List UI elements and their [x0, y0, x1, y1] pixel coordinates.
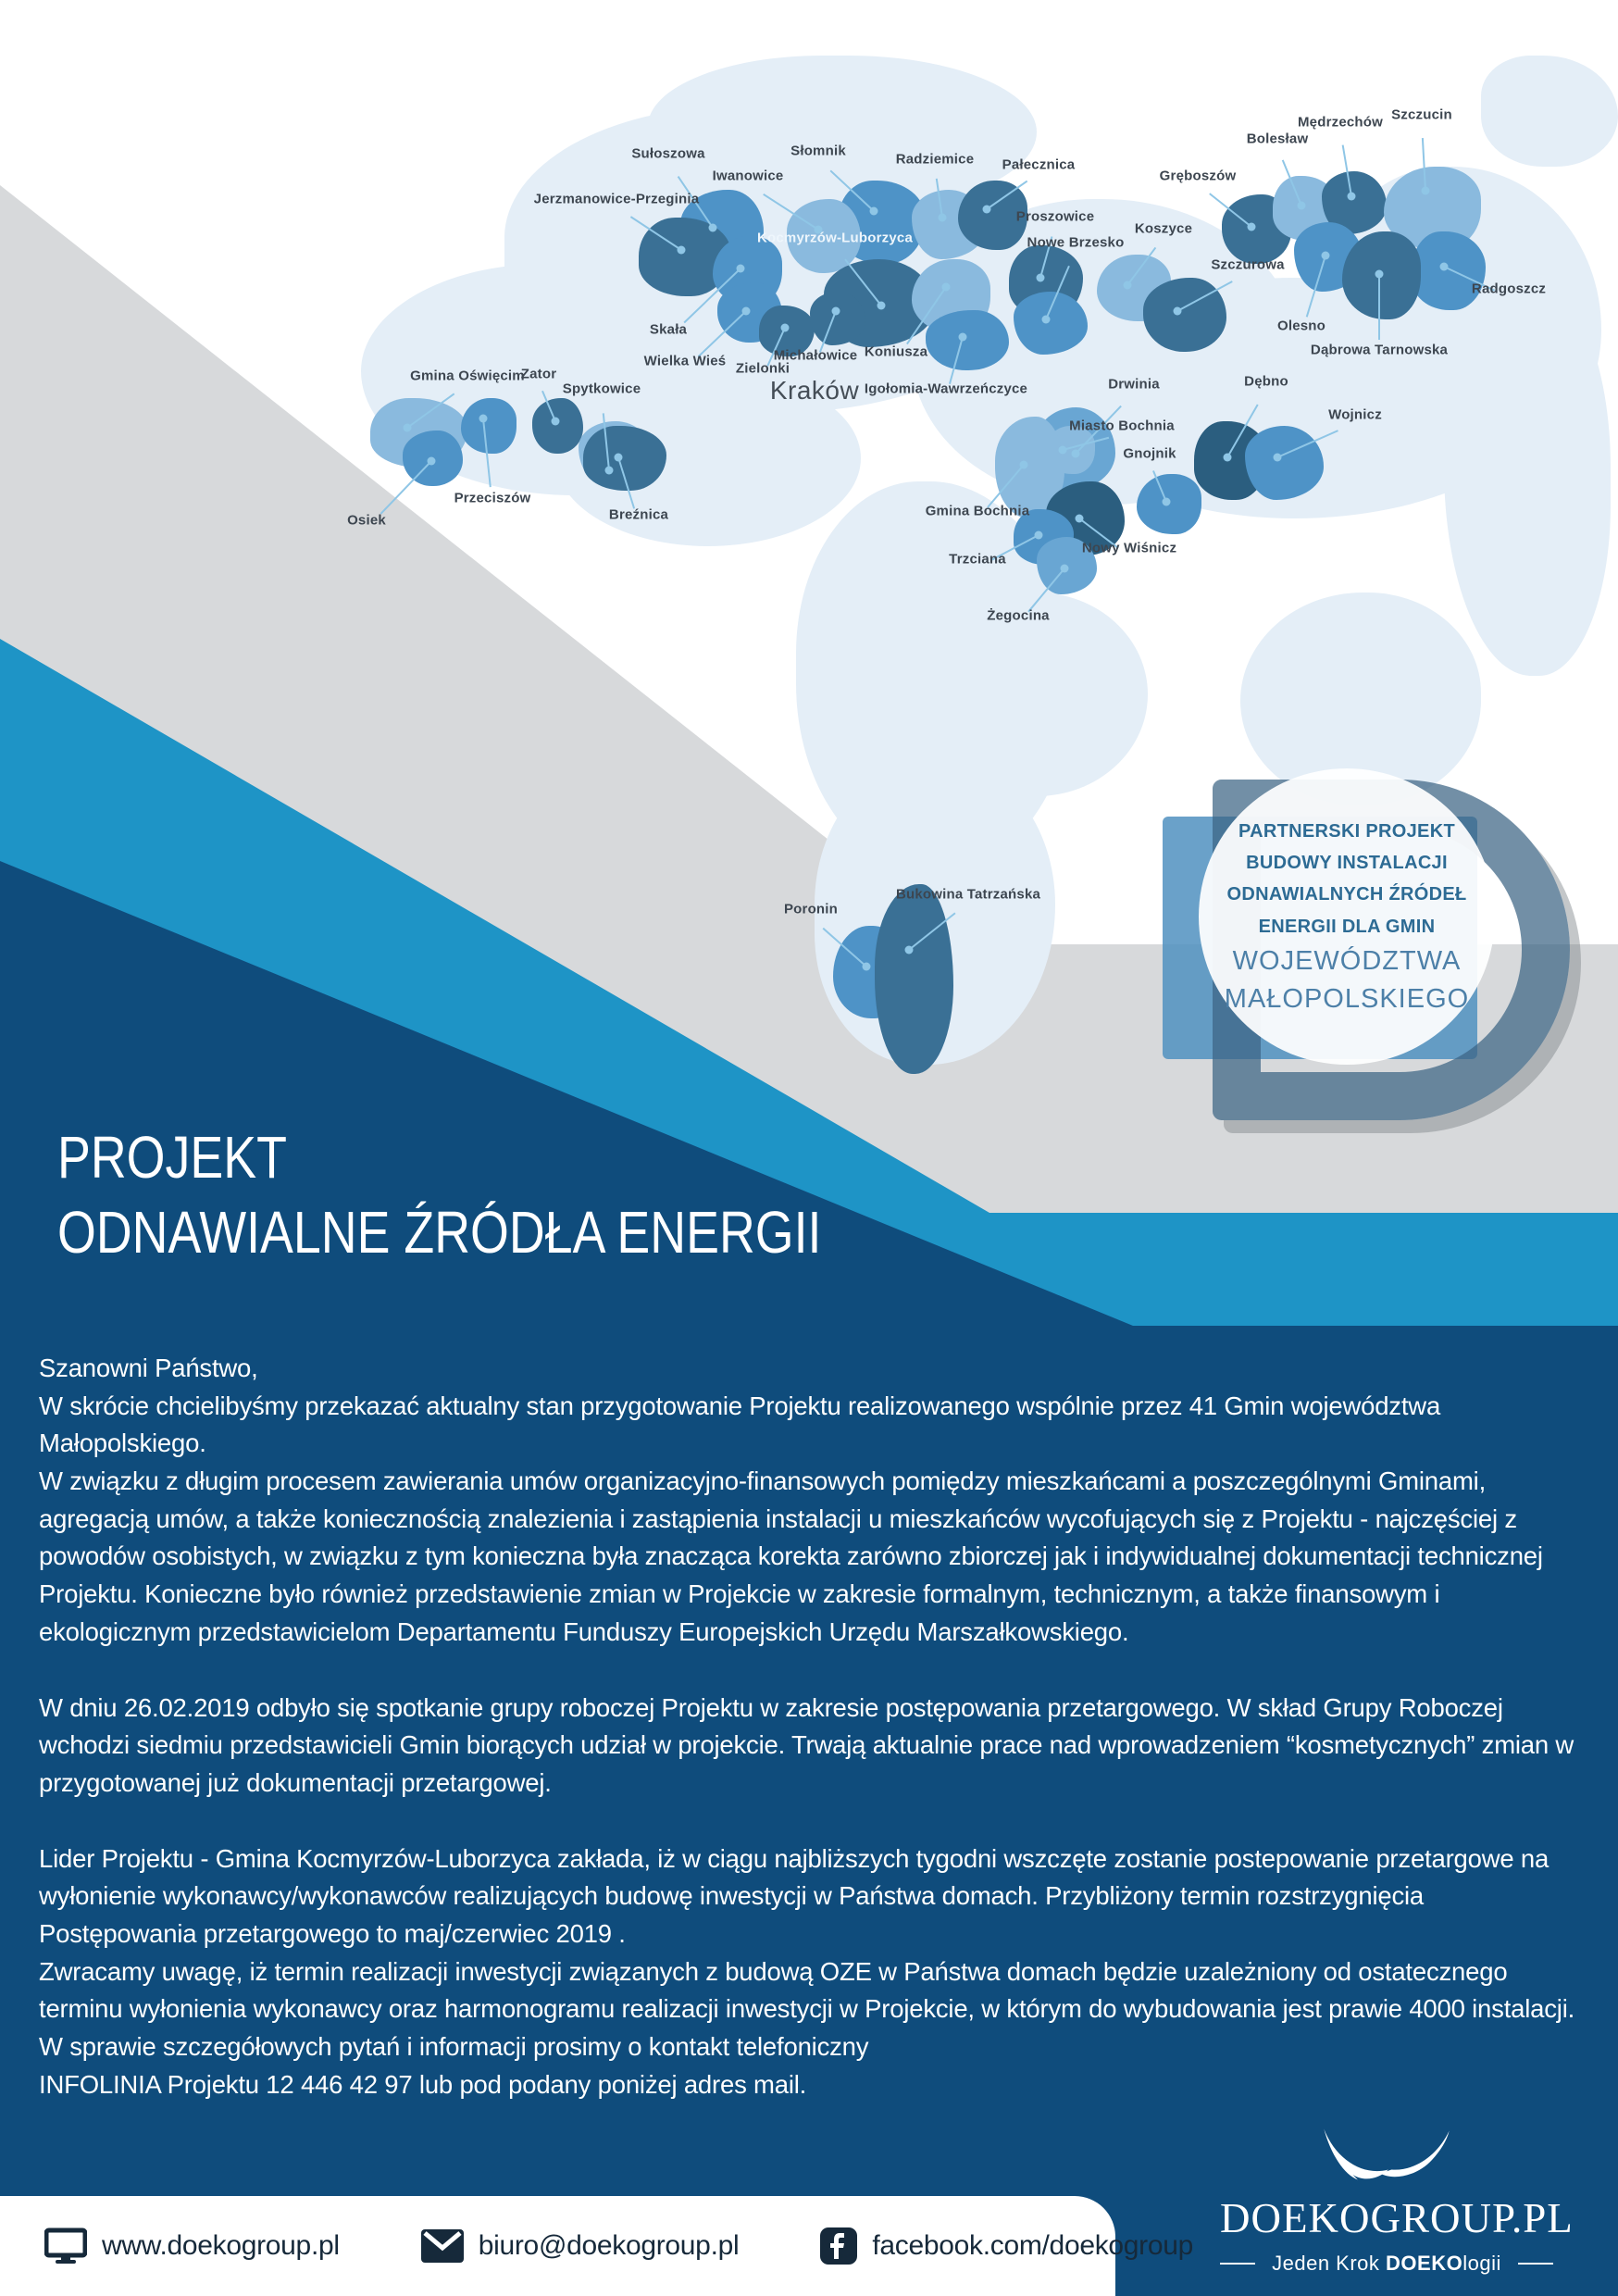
- doeko-swoosh-icon: [1324, 2128, 1450, 2180]
- tagline-rule-right: [1517, 2263, 1553, 2265]
- map-region-igo-omia-wawrze-czyce: [926, 310, 1009, 370]
- map-region-szczurowa: [1143, 278, 1226, 352]
- map-label: Szczucin: [1391, 106, 1452, 123]
- map-label: Gnojnik: [1123, 445, 1176, 462]
- body-paragraph: Lider Projektu - Gmina Kocmyrzów-Luborzy…: [39, 1843, 1550, 1948]
- body-paragraph: Zwracamy uwagę, iż termin realizacji inw…: [39, 1956, 1575, 2024]
- map-label: Szczurowa: [1211, 256, 1285, 273]
- badge-text-line: PARTNERSKI PROJEKT: [1238, 820, 1455, 842]
- body-paragraph: W skrócie chcielibyśmy przekazać aktualn…: [39, 1391, 1441, 1458]
- map-label: Koszyce: [1134, 220, 1193, 237]
- tagline-text: Jeden Krok DOEKOlogii: [1272, 2252, 1501, 2275]
- page-title-line1: PROJEKT: [57, 1124, 287, 1191]
- map-label: Breźnica: [608, 506, 669, 523]
- doekogroup-logo: DOEKOGROUP.PL Jeden Krok DOEKOlogii: [1220, 2126, 1574, 2276]
- body-paragraphs: Szanowni Państwo, W skrócie chcielibyśmy …: [39, 1350, 1583, 2028]
- map-region-radgoszcz: [1412, 231, 1486, 310]
- body-paragraph: W związku z długim procesem zawierania u…: [39, 1466, 1543, 1646]
- map-label: Pałecznica: [1002, 156, 1076, 173]
- map-label: Nowe Brzesko: [1027, 234, 1125, 251]
- map-region-osiek: [403, 430, 463, 486]
- map-label: Słomnik: [790, 143, 846, 159]
- map-label: Żegocina: [987, 607, 1050, 624]
- badge-text-line: ODNAWIALNYCH ŹRÓDEŁ: [1226, 884, 1467, 905]
- map-label: Spytkowice: [562, 381, 641, 397]
- map-region-przecisz-w: [461, 398, 517, 454]
- map-label: Koniusza: [864, 343, 928, 360]
- footer-website-link[interactable]: www.doekogroup.pl: [44, 2227, 340, 2265]
- map-label: Wojnicz: [1328, 406, 1382, 423]
- map-region-gnojnik: [1137, 474, 1201, 534]
- map-label: Gmina Oświęcim: [410, 368, 525, 384]
- map-label: Przeciszów: [454, 490, 531, 506]
- logo-tagline: Jeden Krok DOEKOlogii: [1220, 2252, 1553, 2276]
- krakow-city-label: Kraków: [769, 376, 860, 405]
- footer-bar: www.doekogroup.pl biuro@doekogroup.pl fa…: [0, 2196, 1193, 2296]
- map-silhouette-blob: [926, 593, 1148, 796]
- map-silhouette-blob: [1481, 56, 1618, 167]
- footer-facebook-label: facebook.com/doekogroup: [872, 2230, 1194, 2261]
- map-label: Radgoszcz: [1471, 281, 1547, 297]
- body-text: Szanowni Państwo, W skrócie chcielibyśmy …: [39, 1350, 1583, 2103]
- map-label: Skała: [649, 321, 688, 338]
- map-region-bre-nica: [583, 426, 666, 491]
- map-label: Mędrzechów: [1297, 114, 1384, 131]
- logo-name: DOEKOGROUP.PL: [1220, 2195, 1574, 2241]
- map-label: Zator: [520, 366, 557, 382]
- map-label: Sułoszowa: [631, 145, 705, 162]
- map-region-d-browa-tarnowska: [1342, 231, 1421, 319]
- envelope-icon: [420, 2229, 464, 2263]
- map-label: Nowy Wiśnicz: [1081, 540, 1177, 556]
- map-label: Jerzmanowice-Przeginia: [533, 191, 700, 207]
- footer-email-link[interactable]: biuro@doekogroup.pl: [420, 2229, 740, 2263]
- map-silhouette-blob: [1444, 278, 1611, 676]
- map-label: Proszowice: [1015, 208, 1095, 225]
- map-label: Iwanowice: [712, 168, 784, 184]
- map-label: Igołomia-Wawrzeńczyce: [864, 381, 1028, 397]
- contact-line1: W sprawie szczegółowych pytań i informac…: [39, 2032, 869, 2061]
- map-label: Miasto Bochnia: [1069, 418, 1175, 434]
- map-label: Dębno: [1244, 373, 1288, 390]
- map-label: Gręboszów: [1159, 168, 1237, 184]
- map-label: Poronin: [783, 901, 839, 917]
- map-region-zator: [532, 398, 583, 454]
- map-label: Trzciana: [949, 551, 1006, 568]
- map-label: Gmina Bochnia: [925, 503, 1030, 519]
- monitor-icon: [44, 2227, 87, 2264]
- map-label: Wielka Wieś: [643, 353, 727, 369]
- body-paragraph: W dniu 26.02.2019 odbyło się spotkanie g…: [39, 1692, 1574, 1797]
- map-label: Bukowina Tatrzańska: [895, 886, 1041, 903]
- badge-voivodeship-line: WOJEWÓDZTWA: [1232, 946, 1462, 977]
- map-label: Olesno: [1276, 318, 1326, 334]
- map-label: Drwinia: [1108, 376, 1160, 393]
- footer-website-label: www.doekogroup.pl: [102, 2230, 340, 2261]
- map-label: Bolesław: [1246, 131, 1309, 147]
- page-title: PROJEKT ODNAWIALNE ŹRÓDŁA ENERGII: [57, 1120, 821, 1269]
- badge-text-line: ENERGII DLA GMIN: [1258, 916, 1436, 937]
- map-label: Dąbrowa Tarnowska: [1310, 342, 1449, 358]
- map-label: Osiek: [347, 512, 386, 529]
- map-label: Kocmyrzów-Luborzyca: [757, 230, 913, 246]
- badge-text-line: BUDOWY INSTALACJI: [1246, 853, 1448, 874]
- badge-circle: PARTNERSKI PROJEKT BUDOWY INSTALACJI ODN…: [1199, 768, 1495, 1065]
- footer-facebook-link[interactable]: facebook.com/doekogroup: [820, 2227, 1193, 2265]
- footer-email-label: biuro@doekogroup.pl: [478, 2230, 740, 2261]
- facebook-icon: [820, 2227, 858, 2265]
- contact-line2: INFOLINIA Projektu 12 446 42 97 lub pod …: [39, 2069, 807, 2099]
- map-region-bukowina-tatrza-ska: [875, 884, 953, 1074]
- page-title-line2: ODNAWIALNE ŹRÓDŁA ENERGII: [57, 1198, 822, 1266]
- body-paragraph: Szanowni Państwo,: [39, 1354, 258, 1382]
- map-label: Michałowice: [773, 347, 858, 364]
- map-label: Radziemice: [895, 151, 975, 168]
- tagline-rule-left: [1220, 2263, 1256, 2265]
- badge-voivodeship-line: MAŁOPOLSKIEGO: [1224, 983, 1470, 1014]
